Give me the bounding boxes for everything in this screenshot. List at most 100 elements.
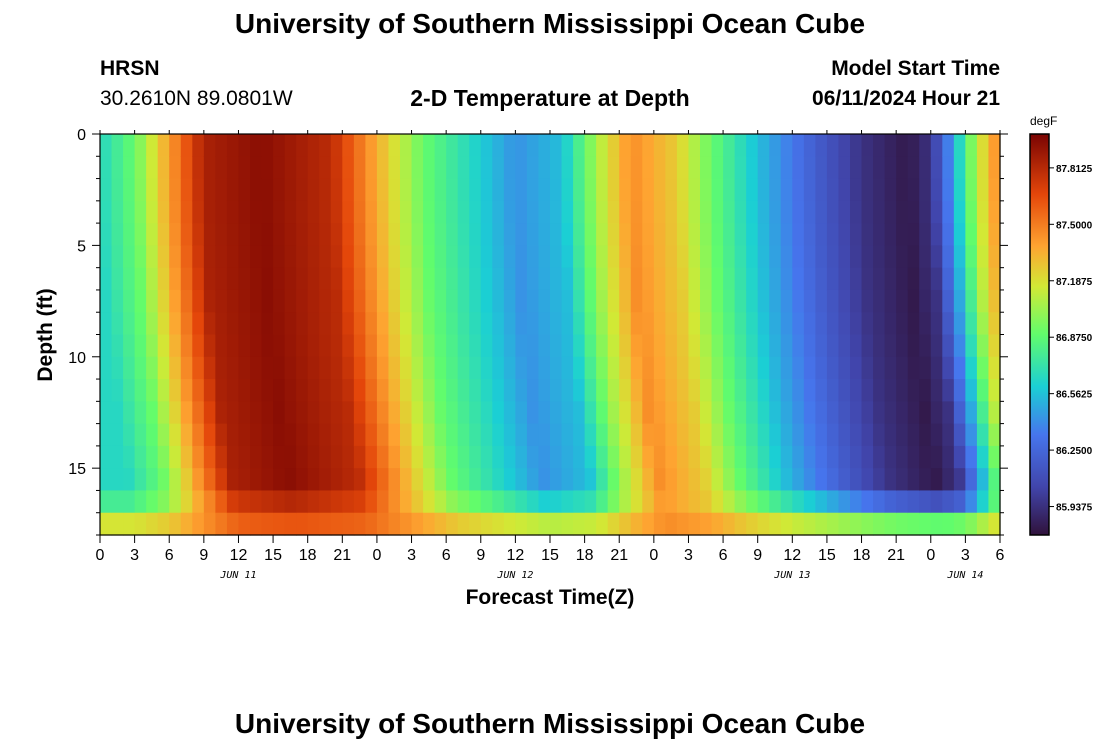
heatmap-cell (711, 200, 724, 224)
heatmap-cell (376, 490, 390, 514)
heatmap-cell (146, 445, 159, 469)
heatmap-cell (688, 134, 701, 157)
heatmap-cell (250, 401, 263, 425)
heatmap-cell (688, 289, 701, 313)
heatmap-cell (423, 445, 436, 469)
heatmap-cell (134, 223, 147, 246)
heatmap-cell (953, 468, 966, 492)
heatmap-cell (630, 445, 643, 469)
heatmap-cell (607, 267, 620, 291)
heatmap-cell (988, 312, 1001, 336)
heatmap-cell (642, 401, 655, 425)
heatmap-cell (457, 379, 470, 402)
heatmap-cell (388, 289, 401, 313)
heatmap-cell (769, 401, 782, 425)
heatmap-cell (469, 134, 482, 157)
heatmap-cell (457, 289, 470, 313)
heatmap-cell (365, 379, 378, 402)
heatmap-cell (884, 178, 897, 202)
heatmap-cell (284, 289, 297, 313)
heatmap-cell (584, 334, 597, 358)
heatmap-cell (619, 379, 632, 402)
heatmap-cell (965, 312, 978, 336)
heatmap-cell (596, 379, 609, 402)
heatmap-cell (930, 401, 943, 425)
heatmap-cell (861, 312, 874, 336)
heatmap-cell (100, 334, 113, 358)
heatmap-cell (930, 379, 943, 402)
heatmap-cell (780, 178, 793, 202)
heatmap-cell (192, 490, 205, 514)
heatmap-cell (838, 178, 851, 202)
heatmap-cell (146, 267, 159, 291)
heatmap-cell (226, 156, 240, 180)
heatmap-cell (388, 156, 401, 180)
heatmap-cell (930, 200, 943, 224)
heatmap-cell (803, 490, 816, 514)
heatmap-cell (134, 334, 147, 358)
heatmap-cell (134, 423, 147, 447)
heatmap-cell (192, 334, 205, 358)
heatmap-cell (873, 200, 886, 224)
heatmap-cell (123, 134, 136, 157)
heatmap-cell (711, 156, 724, 180)
heatmap-cell (838, 200, 851, 224)
heatmap-cell (792, 334, 805, 358)
heatmap-cell (826, 334, 840, 358)
heatmap-cell (838, 423, 851, 447)
heatmap-cell (653, 178, 666, 202)
heatmap-cell (838, 134, 851, 157)
heatmap-cell (815, 445, 828, 469)
heatmap-cell (146, 134, 159, 157)
heatmap-cell (480, 379, 493, 402)
heatmap-cell (896, 334, 909, 358)
heatmap-cell (676, 200, 690, 224)
heatmap-cell (515, 156, 528, 180)
heatmap-cell (850, 267, 863, 291)
heatmap-cell (169, 379, 182, 402)
heatmap-cell (734, 468, 747, 492)
heatmap-cell (850, 178, 863, 202)
heatmap-cell (330, 134, 343, 157)
heatmap-cell (365, 401, 378, 425)
heatmap-cell (907, 245, 920, 269)
heatmap-cell (550, 334, 563, 358)
heatmap-cell (573, 468, 586, 492)
heatmap-cell (700, 401, 713, 425)
heatmap-cell (226, 468, 240, 492)
heatmap-cell (226, 356, 240, 380)
heatmap-cell (261, 134, 274, 157)
heatmap-cell (884, 334, 897, 358)
heatmap-cell (515, 289, 528, 313)
heatmap-cell (423, 401, 436, 425)
heatmap-cell (423, 468, 436, 492)
heatmap-cell (515, 312, 528, 336)
heatmap-cell (492, 267, 505, 291)
heatmap-cell (515, 468, 528, 492)
heatmap-cell (757, 445, 770, 469)
heatmap-cell (134, 178, 147, 202)
heatmap-cell (550, 512, 563, 536)
heatmap-cell (526, 468, 540, 492)
heatmap-cell (169, 468, 182, 492)
heatmap-cell (757, 289, 770, 313)
x-tick-label: 6 (719, 547, 728, 564)
heatmap-cell (134, 356, 147, 380)
heatmap-cell (526, 134, 540, 157)
heatmap-cell (538, 134, 551, 157)
heatmap-cell (457, 200, 470, 224)
heatmap-cell (734, 334, 747, 358)
heatmap-cell (861, 134, 874, 157)
heatmap-cell (780, 356, 793, 380)
heatmap-cell (550, 445, 563, 469)
station-coordinates: 30.2610N 89.0801W (100, 87, 293, 110)
heatmap-cell (273, 512, 286, 536)
heatmap-cell (400, 267, 413, 291)
heatmap-cell (803, 445, 816, 469)
heatmap-cell (976, 379, 990, 402)
heatmap-cell (503, 423, 516, 447)
heatmap-cell (619, 468, 632, 492)
heatmap-cell (250, 490, 263, 514)
heatmap-cell (757, 312, 770, 336)
heatmap-cell (330, 512, 343, 536)
